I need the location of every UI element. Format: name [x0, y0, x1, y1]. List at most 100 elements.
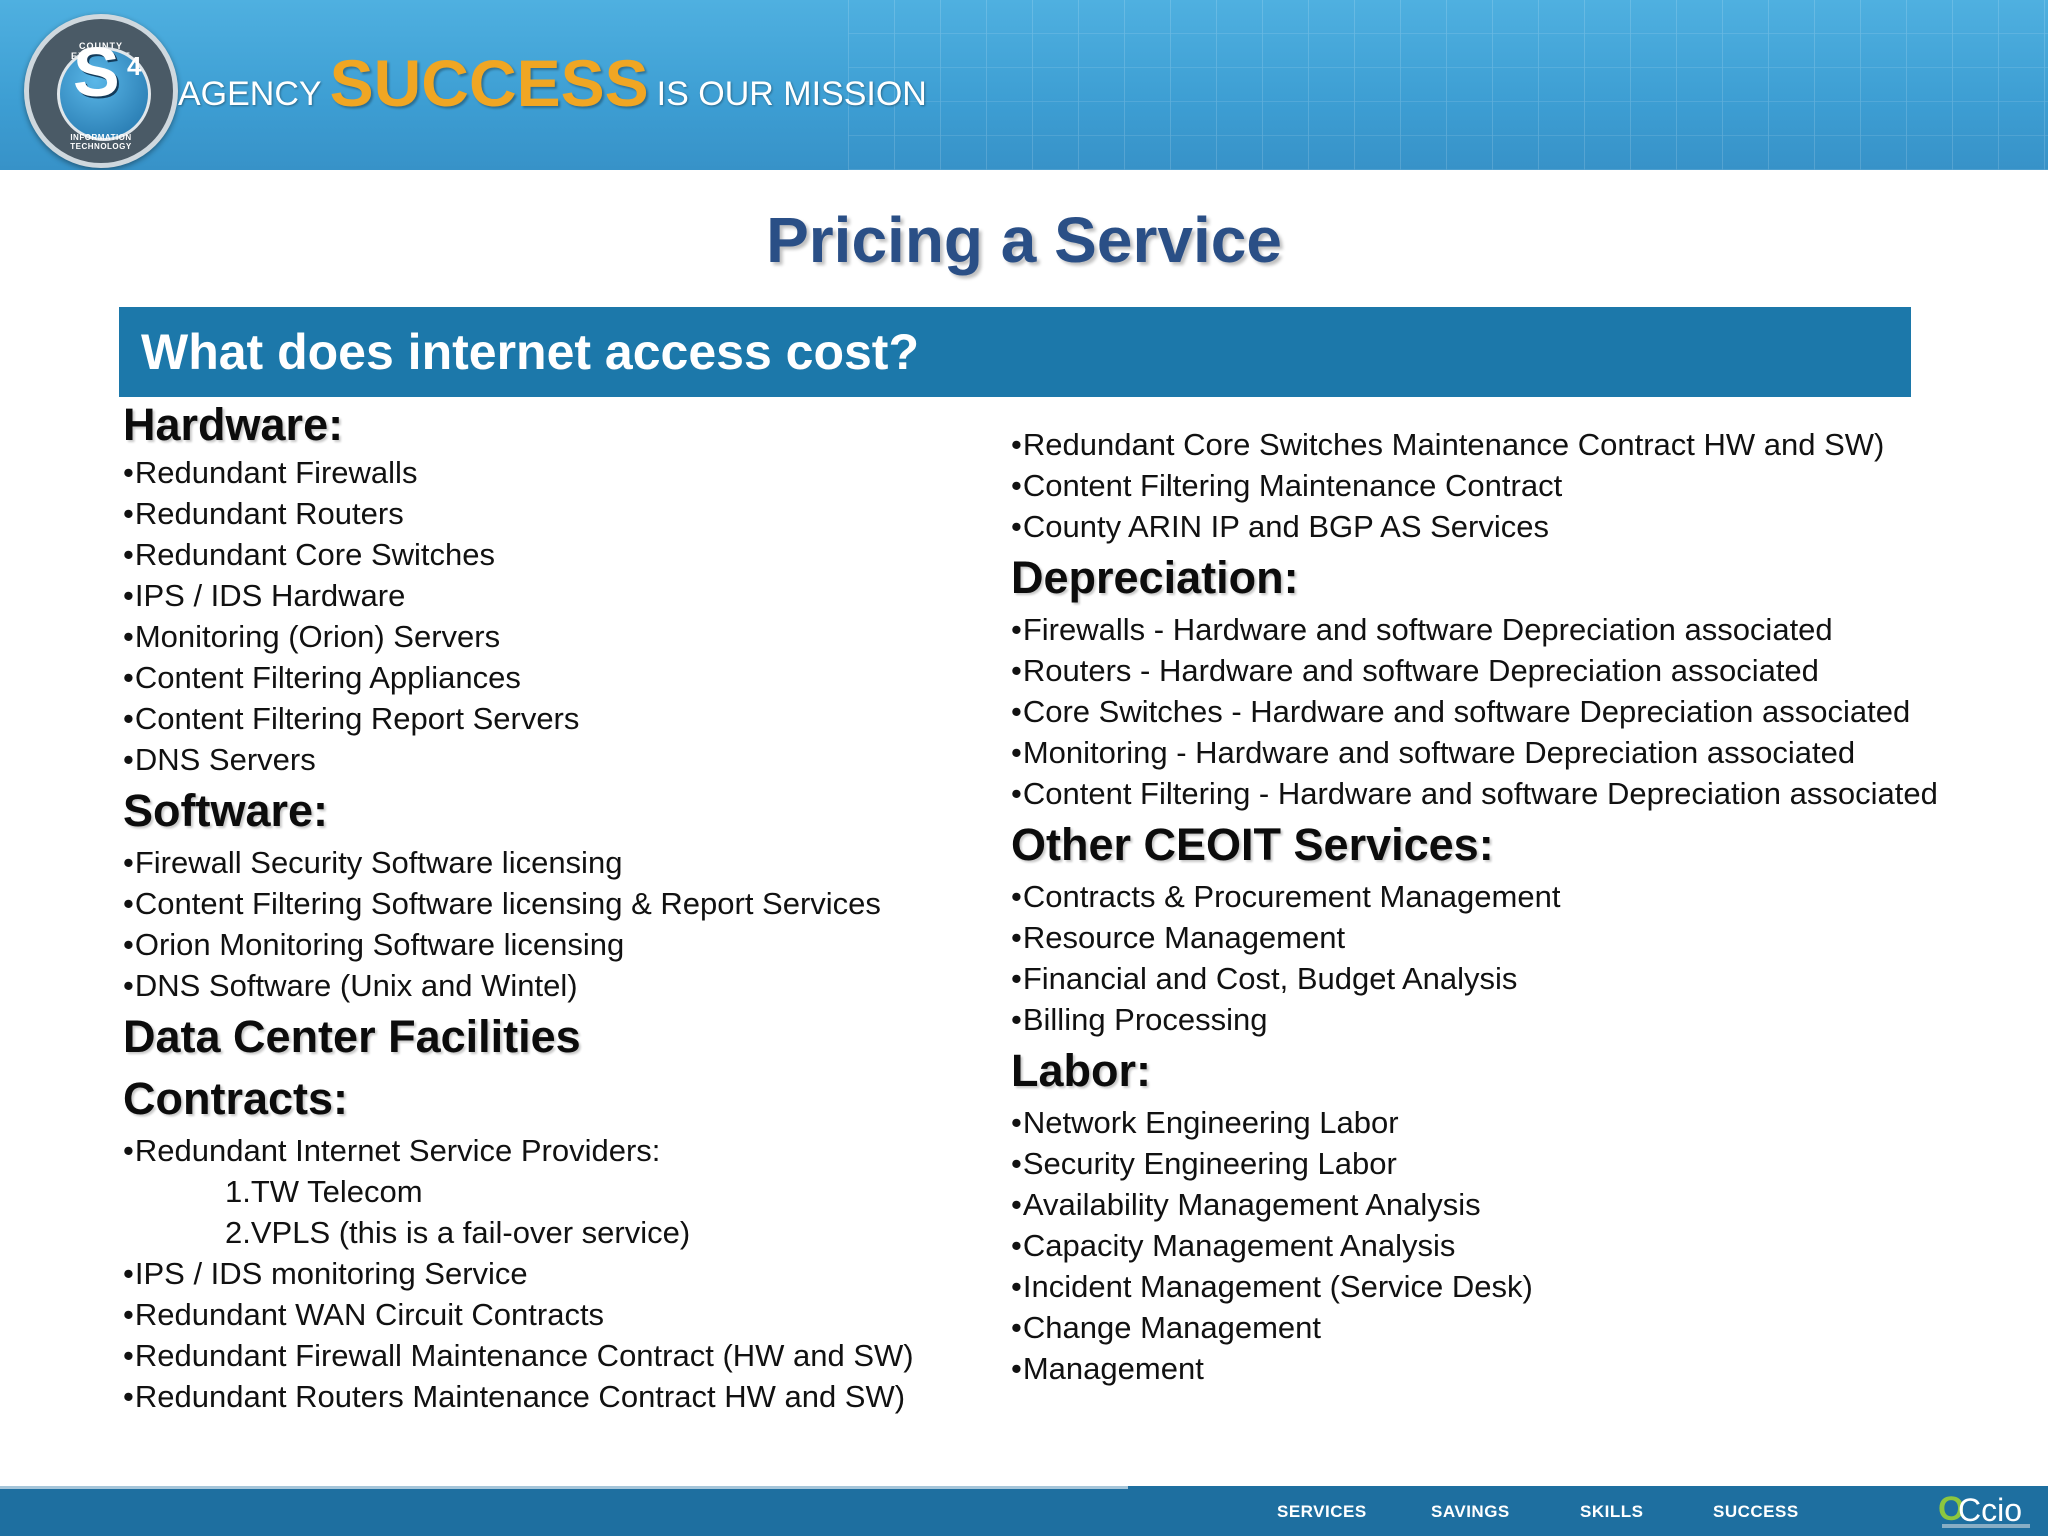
list-item-text: Firewalls - Hardware and software Deprec… — [1022, 612, 1833, 647]
list-item: •Resource Management — [1011, 917, 2011, 958]
list-item: •Routers - Hardware and software Depreci… — [1011, 650, 2011, 691]
bullet-icon: • — [1011, 1105, 1022, 1140]
list-item: •Change Management — [1011, 1307, 2011, 1348]
bullet-icon: • — [1011, 1187, 1022, 1222]
list-item: •Content Filtering - Hardware and softwa… — [1011, 773, 2011, 814]
bullet-icon: • — [123, 886, 134, 921]
list-item-text: Redundant Core Switches Maintenance Cont… — [1022, 427, 1885, 462]
list-item: •Redundant Routers — [123, 493, 993, 534]
contracts-list: •Redundant Internet Service Providers: — [123, 1130, 993, 1171]
list-item: •IPS / IDS monitoring Service — [123, 1253, 993, 1294]
footer-bar — [0, 1486, 2048, 1536]
list-item-text: Content Filtering - Hardware and softwar… — [1022, 776, 1938, 811]
seal-center — [57, 47, 151, 141]
hardware-heading: Hardware: — [123, 399, 344, 450]
tagline-suffix: IS OUR MISSION — [656, 75, 927, 113]
list-item-text: Firewall Security Software licensing — [134, 845, 623, 880]
software-list: •Firewall Security Software licensing •Co… — [123, 842, 993, 1006]
other-services-heading: Other CEOIT Services: — [1011, 819, 1494, 870]
list-item-text: Availability Management Analysis — [1022, 1187, 1481, 1222]
list-item-text: IPS / IDS Hardware — [134, 578, 406, 613]
list-item: •Billing Processing — [1011, 999, 2011, 1040]
list-item-text: Monitoring (Orion) Servers — [134, 619, 501, 654]
list-item: •DNS Servers — [123, 739, 993, 780]
bullet-icon: • — [1011, 509, 1022, 544]
bullet-icon: • — [123, 845, 134, 880]
banner-circuit-pattern — [848, 0, 2048, 170]
list-item: •County ARIN IP and BGP AS Services — [1011, 506, 2011, 547]
bullet-icon: • — [123, 496, 134, 531]
list-item-text: Contracts & Procurement Management — [1022, 879, 1561, 914]
list-item: •Monitoring (Orion) Servers — [123, 616, 993, 657]
list-item: •Redundant WAN Circuit Contracts — [123, 1294, 993, 1335]
seal-superscript: 4 — [127, 51, 142, 81]
bullet-icon: • — [1011, 1269, 1022, 1304]
facilities-heading: Data Center Facilities — [123, 1011, 581, 1062]
list-item-text: Financial and Cost, Budget Analysis — [1022, 961, 1518, 996]
footer-nav-skills[interactable]: SKILLS — [1580, 1502, 1644, 1521]
slide-title: Pricing a Service — [766, 204, 1282, 276]
bullet-icon: • — [123, 1379, 134, 1414]
bullet-icon: • — [1011, 776, 1022, 811]
right-column: • Redundant Core Switches Maintenance Con… — [1011, 424, 2011, 1389]
seal-letter: S — [73, 33, 120, 111]
other-services-list: •Contracts & Procurement Management •Reso… — [1011, 876, 2011, 1040]
bullet-icon: • — [1011, 653, 1022, 688]
list-item: •Redundant Firewall Maintenance Contract… — [123, 1335, 993, 1376]
list-item: •Content Filtering Report Servers — [123, 698, 993, 739]
list-item: •Contracts & Procurement Management — [1011, 876, 2011, 917]
tagline: AGENCY SUCCESS IS OUR MISSION — [178, 44, 927, 116]
bullet-icon: • — [1011, 879, 1022, 914]
section-heading-bar: What does internet access cost? — [119, 307, 1911, 397]
bullet-icon: • — [1011, 1002, 1022, 1037]
list-item-text: Redundant Core Switches — [134, 537, 496, 572]
list-item-text: DNS Servers — [134, 742, 316, 777]
list-item-text: 2.VPLS (this is a fail-over service) — [225, 1215, 691, 1250]
footer-nav-services[interactable]: SERVICES — [1277, 1502, 1367, 1521]
ocio-logo: O Ccio — [1938, 1490, 2030, 1530]
bullet-icon: • — [123, 619, 134, 654]
bullet-icon: • — [123, 660, 134, 695]
list-item: •Financial and Cost, Budget Analysis — [1011, 958, 2011, 999]
depreciation-heading: Depreciation: — [1011, 552, 1299, 603]
footer-nav-savings[interactable]: SAVINGS — [1431, 1502, 1510, 1521]
sub-list-item: 1.TW Telecom — [123, 1171, 993, 1212]
list-item: •Management — [1011, 1348, 2011, 1389]
left-column: Hardware: •Redundant Firewalls •Redundant… — [123, 398, 993, 1417]
list-item-text: DNS Software (Unix and Wintel) — [134, 968, 578, 1003]
section-heading: What does internet access cost? — [141, 324, 920, 380]
footer-divider — [0, 1486, 1128, 1489]
list-item: •Redundant Internet Service Providers: — [123, 1130, 993, 1171]
labor-heading: Labor: — [1011, 1045, 1151, 1096]
list-item: •Content Filtering Appliances — [123, 657, 993, 698]
list-item: •Security Engineering Labor — [1011, 1143, 2011, 1184]
isp-sub-list: 1.TW Telecom 2.VPLS (this is a fail-over … — [123, 1171, 993, 1253]
list-item: •Redundant Core Switches — [123, 534, 993, 575]
bullet-icon: • — [123, 1256, 134, 1291]
list-item: •Incident Management (Service Desk) — [1011, 1266, 2011, 1307]
list-item-text: Redundant Firewall Maintenance Contract … — [134, 1338, 914, 1373]
list-item-text: Security Engineering Labor — [1022, 1146, 1397, 1181]
sub-list-item: 2.VPLS (this is a fail-over service) — [123, 1212, 993, 1253]
list-item: •Content Filtering Software licensing & … — [123, 883, 993, 924]
labor-list: •Network Engineering Labor •Security Engi… — [1011, 1102, 2011, 1389]
list-item-text: Content Filtering Appliances — [134, 660, 521, 695]
contracts-more-list: •IPS / IDS monitoring Service •Redundant … — [123, 1253, 993, 1417]
software-heading: Software: — [123, 785, 329, 836]
bullet-icon: • — [1011, 961, 1022, 996]
list-item: •Capacity Management Analysis — [1011, 1225, 2011, 1266]
bullet-icon: • — [123, 701, 134, 736]
list-item-text: Redundant Routers — [134, 496, 404, 531]
footer-nav-success[interactable]: SUCCESS — [1713, 1502, 1799, 1521]
list-item: •Redundant Core Switches Maintenance Con… — [1011, 424, 2011, 465]
list-item: •Availability Management Analysis — [1011, 1184, 2011, 1225]
county-seal-logo: COUNTY EXECUTIVE OFFICE S 4 INFORMATION … — [24, 14, 178, 168]
contracts-continued-list: • Redundant Core Switches Maintenance Con… — [1011, 424, 2011, 547]
bullet-icon: • — [1011, 694, 1022, 729]
ocio-logo-caption — [1942, 1524, 2030, 1528]
depreciation-list: •Firewalls - Hardware and software Depre… — [1011, 609, 2011, 814]
tagline-prefix: AGENCY — [178, 75, 322, 113]
bullet-icon: • — [123, 742, 134, 777]
list-item: •Firewall Security Software licensing — [123, 842, 993, 883]
list-item-text: 1.TW Telecom — [225, 1174, 423, 1209]
